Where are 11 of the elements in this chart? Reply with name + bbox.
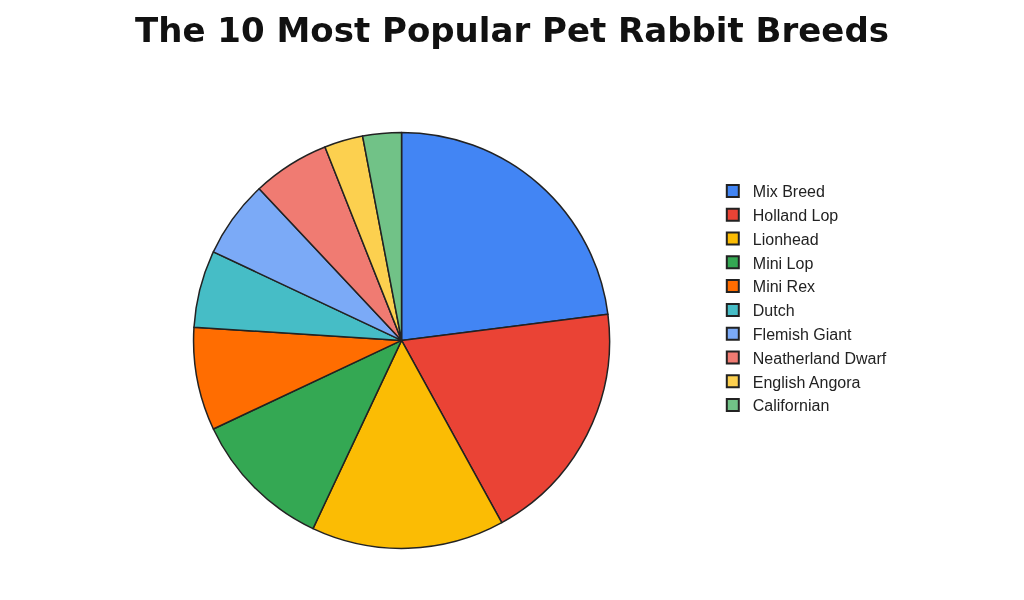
- legend-label: Californian: [752, 397, 830, 415]
- legend-label: Flemish Giant: [752, 325, 853, 343]
- legend-label: Lionhead: [752, 230, 819, 248]
- legend-label: Mix Breed: [752, 183, 825, 201]
- legend-label: Neatherland Dwarf: [752, 349, 887, 367]
- legend-label: English Angora: [752, 373, 861, 391]
- legend-label: Holland Lop: [752, 206, 839, 224]
- chart-title: The 10 Most Popular Pet Rabbit Breeds: [135, 9, 889, 50]
- legend-label: Dutch: [752, 302, 795, 320]
- legend-label: Mini Lop: [752, 254, 814, 272]
- legend-label: Mini Rex: [752, 278, 816, 296]
